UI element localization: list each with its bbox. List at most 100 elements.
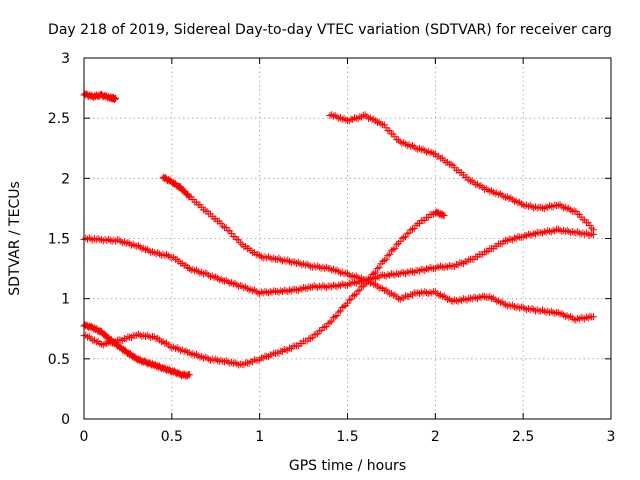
data-point [424,147,432,155]
data-point [361,111,369,119]
data-point [287,287,295,295]
data-point [156,336,164,344]
data-point [438,210,446,218]
data-point [212,273,220,281]
data-point [250,286,258,294]
data-point [264,253,272,261]
data-point [338,303,346,311]
data-point [335,308,343,316]
data-point [567,312,575,320]
series-track-e [80,208,448,369]
data-point [322,323,330,331]
x-tick-label: 0.5 [161,429,183,445]
data-point [294,258,302,266]
data-point [567,206,575,214]
data-point [396,138,404,146]
data-point [584,314,592,322]
y-tick-label: 0.5 [48,352,70,368]
data-point [514,199,522,207]
data-point [495,190,503,198]
data-point [589,313,597,321]
data-point [363,113,371,121]
data-point [582,229,590,237]
data-point [509,196,517,204]
data-point [275,254,283,262]
data-point [431,264,439,272]
data-point [134,330,142,338]
data-point [489,294,497,302]
data-point [352,290,360,298]
data-point [175,345,183,353]
data-point [150,333,158,341]
y-tick-label: 1.5 [48,232,70,248]
data-point [163,251,171,259]
data-point [115,236,123,244]
data-point [444,296,452,304]
data-point [510,198,518,206]
data-point [291,285,299,293]
data-point [270,287,278,295]
data-point [393,241,401,249]
data-point [572,316,580,324]
data-point [560,311,568,319]
data-point [105,235,113,243]
data-point [401,270,409,278]
data-point [221,277,229,285]
data-point [354,115,362,123]
data-point [303,260,311,268]
data-point [468,177,476,185]
data-point [143,245,151,253]
data-point [268,288,276,296]
data-point [440,264,448,272]
data-point [349,292,357,300]
data-point [574,228,582,236]
data-point [398,234,406,242]
data-point [416,144,424,152]
data-point [394,295,402,303]
data-point [347,295,355,303]
data-point [214,274,222,282]
data-point [398,139,406,147]
y-tick-label: 3 [61,51,70,67]
data-point [421,147,429,155]
x-tick-label: 2 [431,429,440,445]
data-point [333,266,341,274]
data-point [433,289,441,297]
y-axis-label: SDTVAR / TECUs [7,181,23,296]
data-point [101,339,109,347]
data-point [136,243,144,251]
data-point [370,115,378,123]
data-point [294,286,302,294]
data-point [322,263,330,271]
data-point [512,235,520,242]
data-point [149,248,157,256]
data-point [236,239,244,247]
data-point [140,244,148,252]
data-point [379,258,387,266]
data-point [185,349,193,357]
data-point [544,203,552,211]
data-point [287,259,295,267]
data-point [445,261,453,269]
data-point [231,358,239,366]
data-point [498,191,506,199]
x-tick-label: 2.5 [512,429,534,445]
data-point [201,206,209,214]
data-point [414,267,422,275]
data-point [408,268,416,276]
data-point [85,333,93,341]
data-point [442,294,450,302]
x-tick-label: 1.5 [336,429,358,445]
data-point [484,293,492,301]
data-point [224,278,232,286]
data-point [91,336,99,344]
data-point [178,346,186,354]
data-point [338,115,346,123]
x-axis-tick-labels: 0 0.5 1 1.5 2 2.5 3 [80,429,616,445]
data-point [254,356,262,364]
data-point [293,286,301,294]
data-point [589,226,597,234]
data-point [423,265,431,273]
data-point [345,279,353,287]
data-point [354,287,362,295]
